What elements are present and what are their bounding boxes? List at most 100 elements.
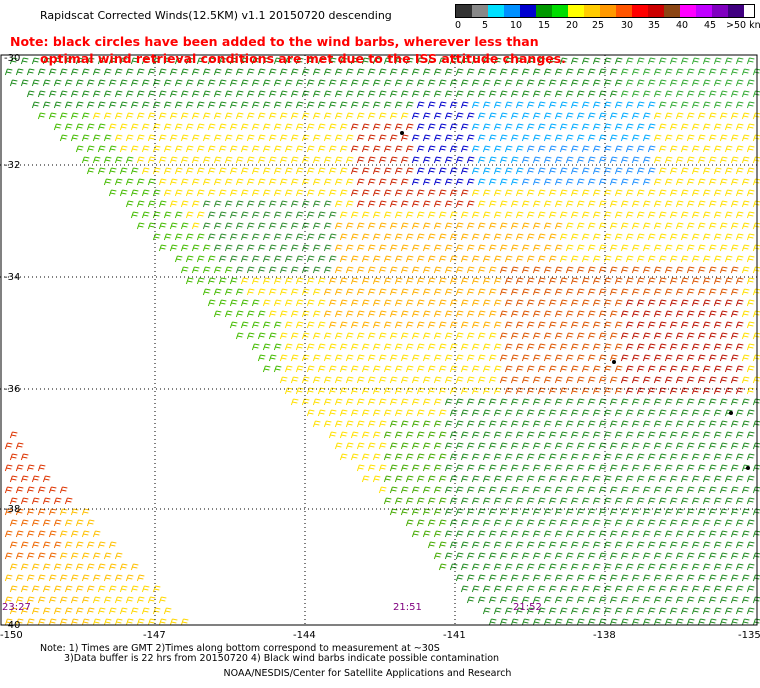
wind-barb [488, 596, 497, 604]
wind-barb [262, 101, 271, 109]
wind-barb [631, 508, 640, 516]
wind-barb [460, 167, 469, 175]
wind-barb [31, 101, 40, 109]
wind-barb [383, 57, 392, 65]
wind-barb [438, 233, 447, 241]
wind-barb [719, 288, 728, 296]
wind-barb [207, 255, 216, 263]
wind-barb [383, 387, 392, 395]
wind-barb [559, 123, 568, 131]
wind-barb [554, 112, 563, 120]
wind-barb [460, 145, 469, 153]
wind-barb [620, 68, 629, 76]
wind-barb [609, 354, 618, 362]
wind-barb [279, 222, 288, 230]
wind-barb [460, 365, 469, 373]
wind-barb [229, 57, 238, 65]
wind-barb [499, 530, 508, 538]
wind-barb [675, 90, 684, 98]
wind-barb [521, 596, 530, 604]
wind-barb [306, 167, 315, 175]
wind-barb [730, 552, 739, 560]
legend-swatch [584, 5, 600, 17]
wind-barb [510, 156, 519, 164]
wind-barb [383, 409, 392, 417]
wind-barb [306, 255, 315, 263]
wind-barb [499, 464, 508, 472]
wind-barb [389, 486, 398, 494]
wind-barb [114, 134, 123, 142]
wind-barb [719, 266, 728, 274]
wind-barb [53, 79, 62, 87]
wind-barb [26, 596, 35, 604]
wind-barb [416, 343, 425, 351]
wind-barb [180, 134, 189, 142]
wind-barb [746, 519, 755, 527]
wind-barb [625, 145, 634, 153]
wind-barb [438, 387, 447, 395]
wind-barb [350, 79, 359, 87]
wind-barb [383, 343, 392, 351]
wind-barb [152, 79, 161, 87]
wind-barb [592, 277, 601, 285]
wind-barb [20, 563, 29, 571]
wind-barb [345, 266, 354, 274]
wind-barb [675, 552, 684, 560]
wind-barb [664, 134, 673, 142]
lat-label: -32 [4, 160, 20, 171]
wind-barb [526, 167, 535, 175]
wind-barb [691, 189, 700, 197]
wind-barb [262, 189, 271, 197]
wind-barb [493, 563, 502, 571]
wind-barb [488, 200, 497, 208]
wind-barb [218, 189, 227, 197]
wind-barb [537, 475, 546, 483]
wind-barb [587, 112, 596, 120]
wind-barb [262, 123, 271, 131]
wind-barb [444, 552, 453, 560]
wind-barb [493, 145, 502, 153]
wind-barb [400, 222, 409, 230]
lat-label: -30 [4, 53, 20, 64]
wind-barb [559, 343, 568, 351]
wind-barb [570, 563, 579, 571]
wind-barb [444, 244, 453, 252]
wind-barb [526, 541, 535, 549]
wind-barb [719, 508, 728, 516]
wind-barb [361, 321, 370, 329]
wind-barb [636, 79, 645, 87]
wind-barb [697, 310, 706, 318]
wind-barb [262, 57, 271, 65]
wind-barb [444, 486, 453, 494]
wind-barb [240, 145, 249, 153]
wind-barb [37, 68, 46, 76]
wind-barb [323, 244, 332, 252]
wind-barb [686, 354, 695, 362]
wind-barb [510, 442, 519, 450]
wind-barb [427, 321, 436, 329]
wind-barb [328, 387, 337, 395]
wind-barb [708, 68, 717, 76]
wind-barb [686, 552, 695, 560]
wind-barb [576, 332, 585, 340]
wind-barb [273, 277, 282, 285]
wind-barb [532, 112, 541, 120]
wind-barb [383, 453, 392, 461]
wind-barb [284, 211, 293, 219]
wind-barb [229, 233, 238, 241]
wind-barb [570, 189, 579, 197]
wind-barb [609, 508, 618, 516]
wind-barb [515, 101, 524, 109]
wind-barb [284, 79, 293, 87]
wind-barb [515, 343, 524, 351]
wind-barb [510, 310, 519, 318]
wind-barb [262, 211, 271, 219]
wind-barb [526, 387, 535, 395]
wind-barb [4, 486, 13, 494]
wind-barb [328, 431, 337, 439]
wind-barb [664, 376, 673, 384]
wind-barb [691, 277, 700, 285]
wind-barb [730, 398, 739, 406]
wind-barb [636, 387, 645, 395]
wind-barb [416, 299, 425, 307]
